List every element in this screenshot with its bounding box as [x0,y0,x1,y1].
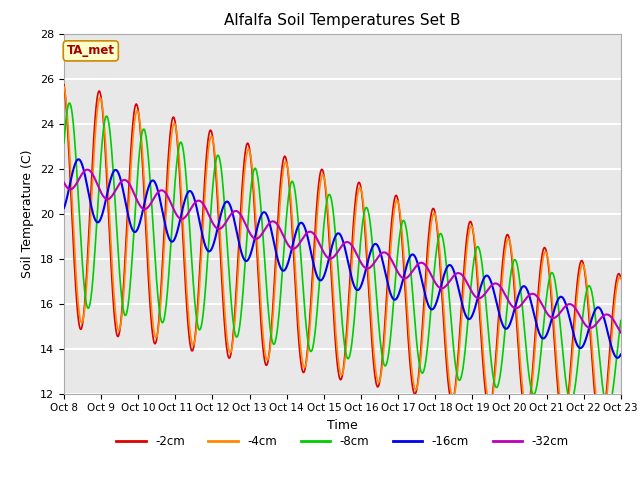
X-axis label: Time: Time [327,419,358,432]
Legend: -2cm, -4cm, -8cm, -16cm, -32cm: -2cm, -4cm, -8cm, -16cm, -32cm [111,430,573,453]
Title: Alfalfa Soil Temperatures Set B: Alfalfa Soil Temperatures Set B [224,13,461,28]
Text: TA_met: TA_met [67,44,115,58]
Y-axis label: Soil Temperature (C): Soil Temperature (C) [22,149,35,278]
